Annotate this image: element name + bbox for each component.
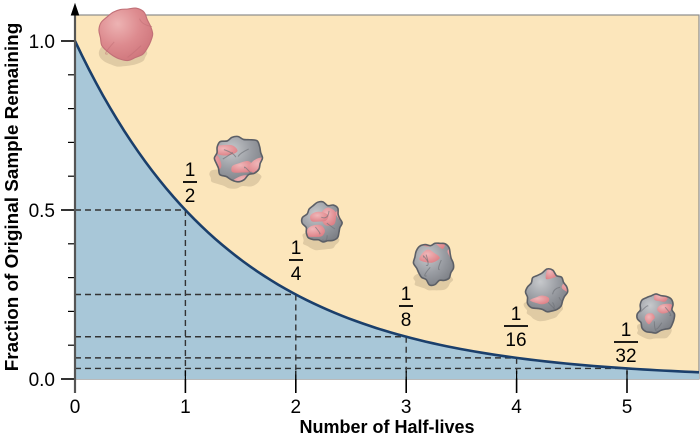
svg-text:0.5: 0.5 — [29, 201, 55, 222]
svg-text:0: 0 — [70, 397, 81, 418]
svg-text:16: 16 — [505, 330, 526, 351]
svg-text:1: 1 — [291, 238, 302, 259]
svg-text:3: 3 — [401, 397, 412, 418]
svg-text:0.0: 0.0 — [29, 370, 55, 391]
svg-text:32: 32 — [615, 346, 636, 367]
svg-text:1: 1 — [180, 397, 191, 418]
svg-text:5: 5 — [622, 397, 633, 418]
svg-text:1: 1 — [185, 160, 196, 181]
svg-text:1: 1 — [511, 304, 522, 325]
svg-text:1: 1 — [621, 320, 632, 341]
svg-text:4: 4 — [291, 264, 302, 285]
svg-text:1.0: 1.0 — [29, 32, 55, 53]
svg-text:2: 2 — [291, 397, 302, 418]
svg-text:1: 1 — [401, 284, 412, 305]
svg-text:8: 8 — [401, 310, 412, 331]
svg-text:4: 4 — [511, 397, 522, 418]
svg-text:2: 2 — [185, 186, 196, 207]
